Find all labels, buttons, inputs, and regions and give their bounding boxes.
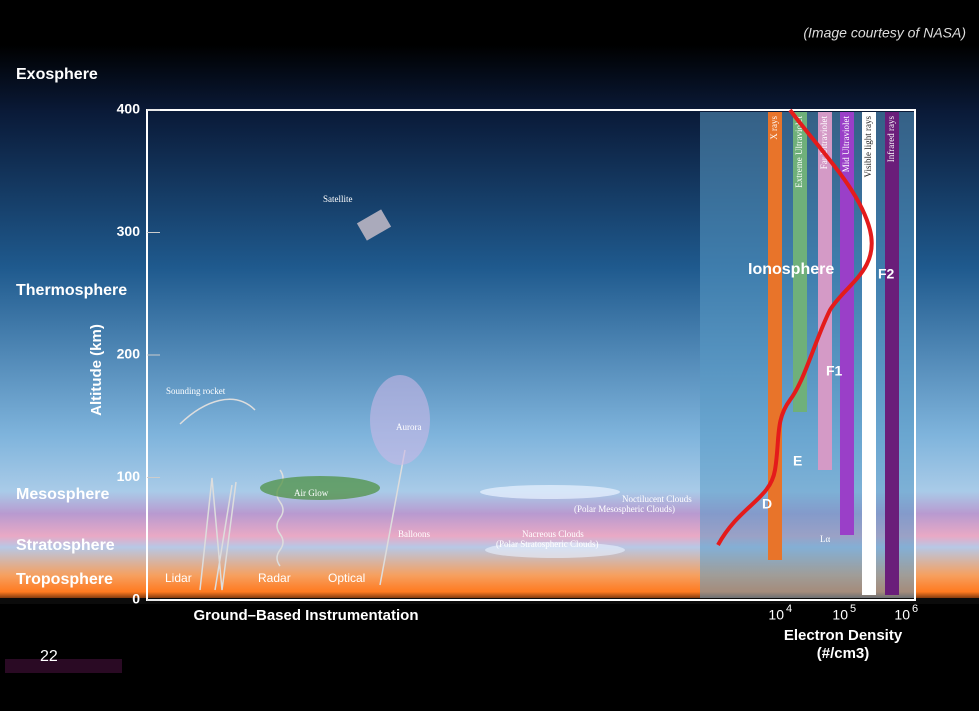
aurora-shape [370, 375, 430, 465]
band-label: Visible light rays [863, 116, 873, 178]
instrument-label: Optical [328, 571, 365, 585]
cloud-shape [480, 485, 620, 499]
radiation-band [840, 112, 854, 535]
layer-label: Stratosphere [16, 537, 115, 554]
x-tick-base: 10 [832, 607, 848, 623]
region-label: F2 [878, 266, 895, 282]
radiation-band [862, 112, 876, 595]
page-number-bar [5, 659, 122, 673]
x-tick-exp: 4 [786, 603, 792, 615]
radiation-band [885, 112, 899, 595]
scene-label: (Polar Mesospheric Clouds) [574, 504, 675, 514]
scene-label: Lα [820, 534, 830, 544]
instrument-label: Radar [258, 571, 291, 585]
instrument-label: Lidar [165, 571, 192, 585]
region-label: F1 [826, 363, 843, 379]
x-tick-exp: 5 [850, 603, 856, 615]
scene-label: Noctilucent Clouds [622, 494, 692, 504]
y-tick-label: 200 [117, 346, 141, 362]
band-label: Infrared rays [886, 116, 896, 163]
scene-label: Aurora [396, 422, 422, 432]
ionosphere-panel [700, 112, 915, 598]
y-tick-label: 400 [117, 101, 141, 117]
axis-label: Altitude (km) [88, 324, 105, 416]
radiation-band [768, 112, 782, 560]
scene-label: Nacreous Clouds [522, 529, 584, 539]
y-tick-label: 100 [117, 468, 141, 484]
page-number: 22 [40, 648, 58, 665]
region-label: D [762, 496, 772, 512]
region-label: E [793, 453, 802, 469]
layer-label: Troposphere [16, 571, 113, 588]
band-label: X rays [769, 116, 779, 140]
layer-label: Exosphere [16, 66, 98, 83]
layer-label: Thermosphere [16, 282, 127, 299]
x-tick-base: 10 [768, 607, 784, 623]
scene-label: (Polar Stratospheric Clouds) [496, 539, 599, 549]
illustrations [179, 398, 406, 591]
scene-label: Balloons [398, 529, 430, 539]
band-label: Mid Ultraviolet [841, 116, 851, 173]
band-label: Extreme Ultraviolet [794, 116, 804, 188]
y-tick-label: 300 [117, 223, 141, 239]
scene-label: Satellite [323, 194, 353, 204]
satellite-icon [356, 209, 392, 241]
layer-label: Mesosphere [16, 486, 109, 503]
band-label: Far Ultraviolet [819, 116, 829, 170]
y-tick-label: 0 [132, 591, 140, 607]
credit: (Image courtesy of NASA) [803, 25, 966, 41]
airglow-shape [260, 476, 380, 500]
x-tick-base: 10 [894, 607, 910, 623]
density-unit: (#/cm3) [817, 645, 870, 662]
ground-label: Ground–Based Instrumentation [193, 607, 418, 624]
radiation-band [793, 112, 807, 412]
scene-label: Sounding rocket [166, 386, 226, 396]
density-label: Electron Density [784, 627, 903, 644]
density-curve [716, 108, 874, 546]
radiation-band [818, 112, 832, 470]
x-tick-exp: 6 [912, 603, 918, 615]
cloud-shape [485, 542, 625, 558]
scene-label: Air Glow [294, 488, 329, 498]
ionosphere-title: Ionosphere [748, 261, 834, 278]
